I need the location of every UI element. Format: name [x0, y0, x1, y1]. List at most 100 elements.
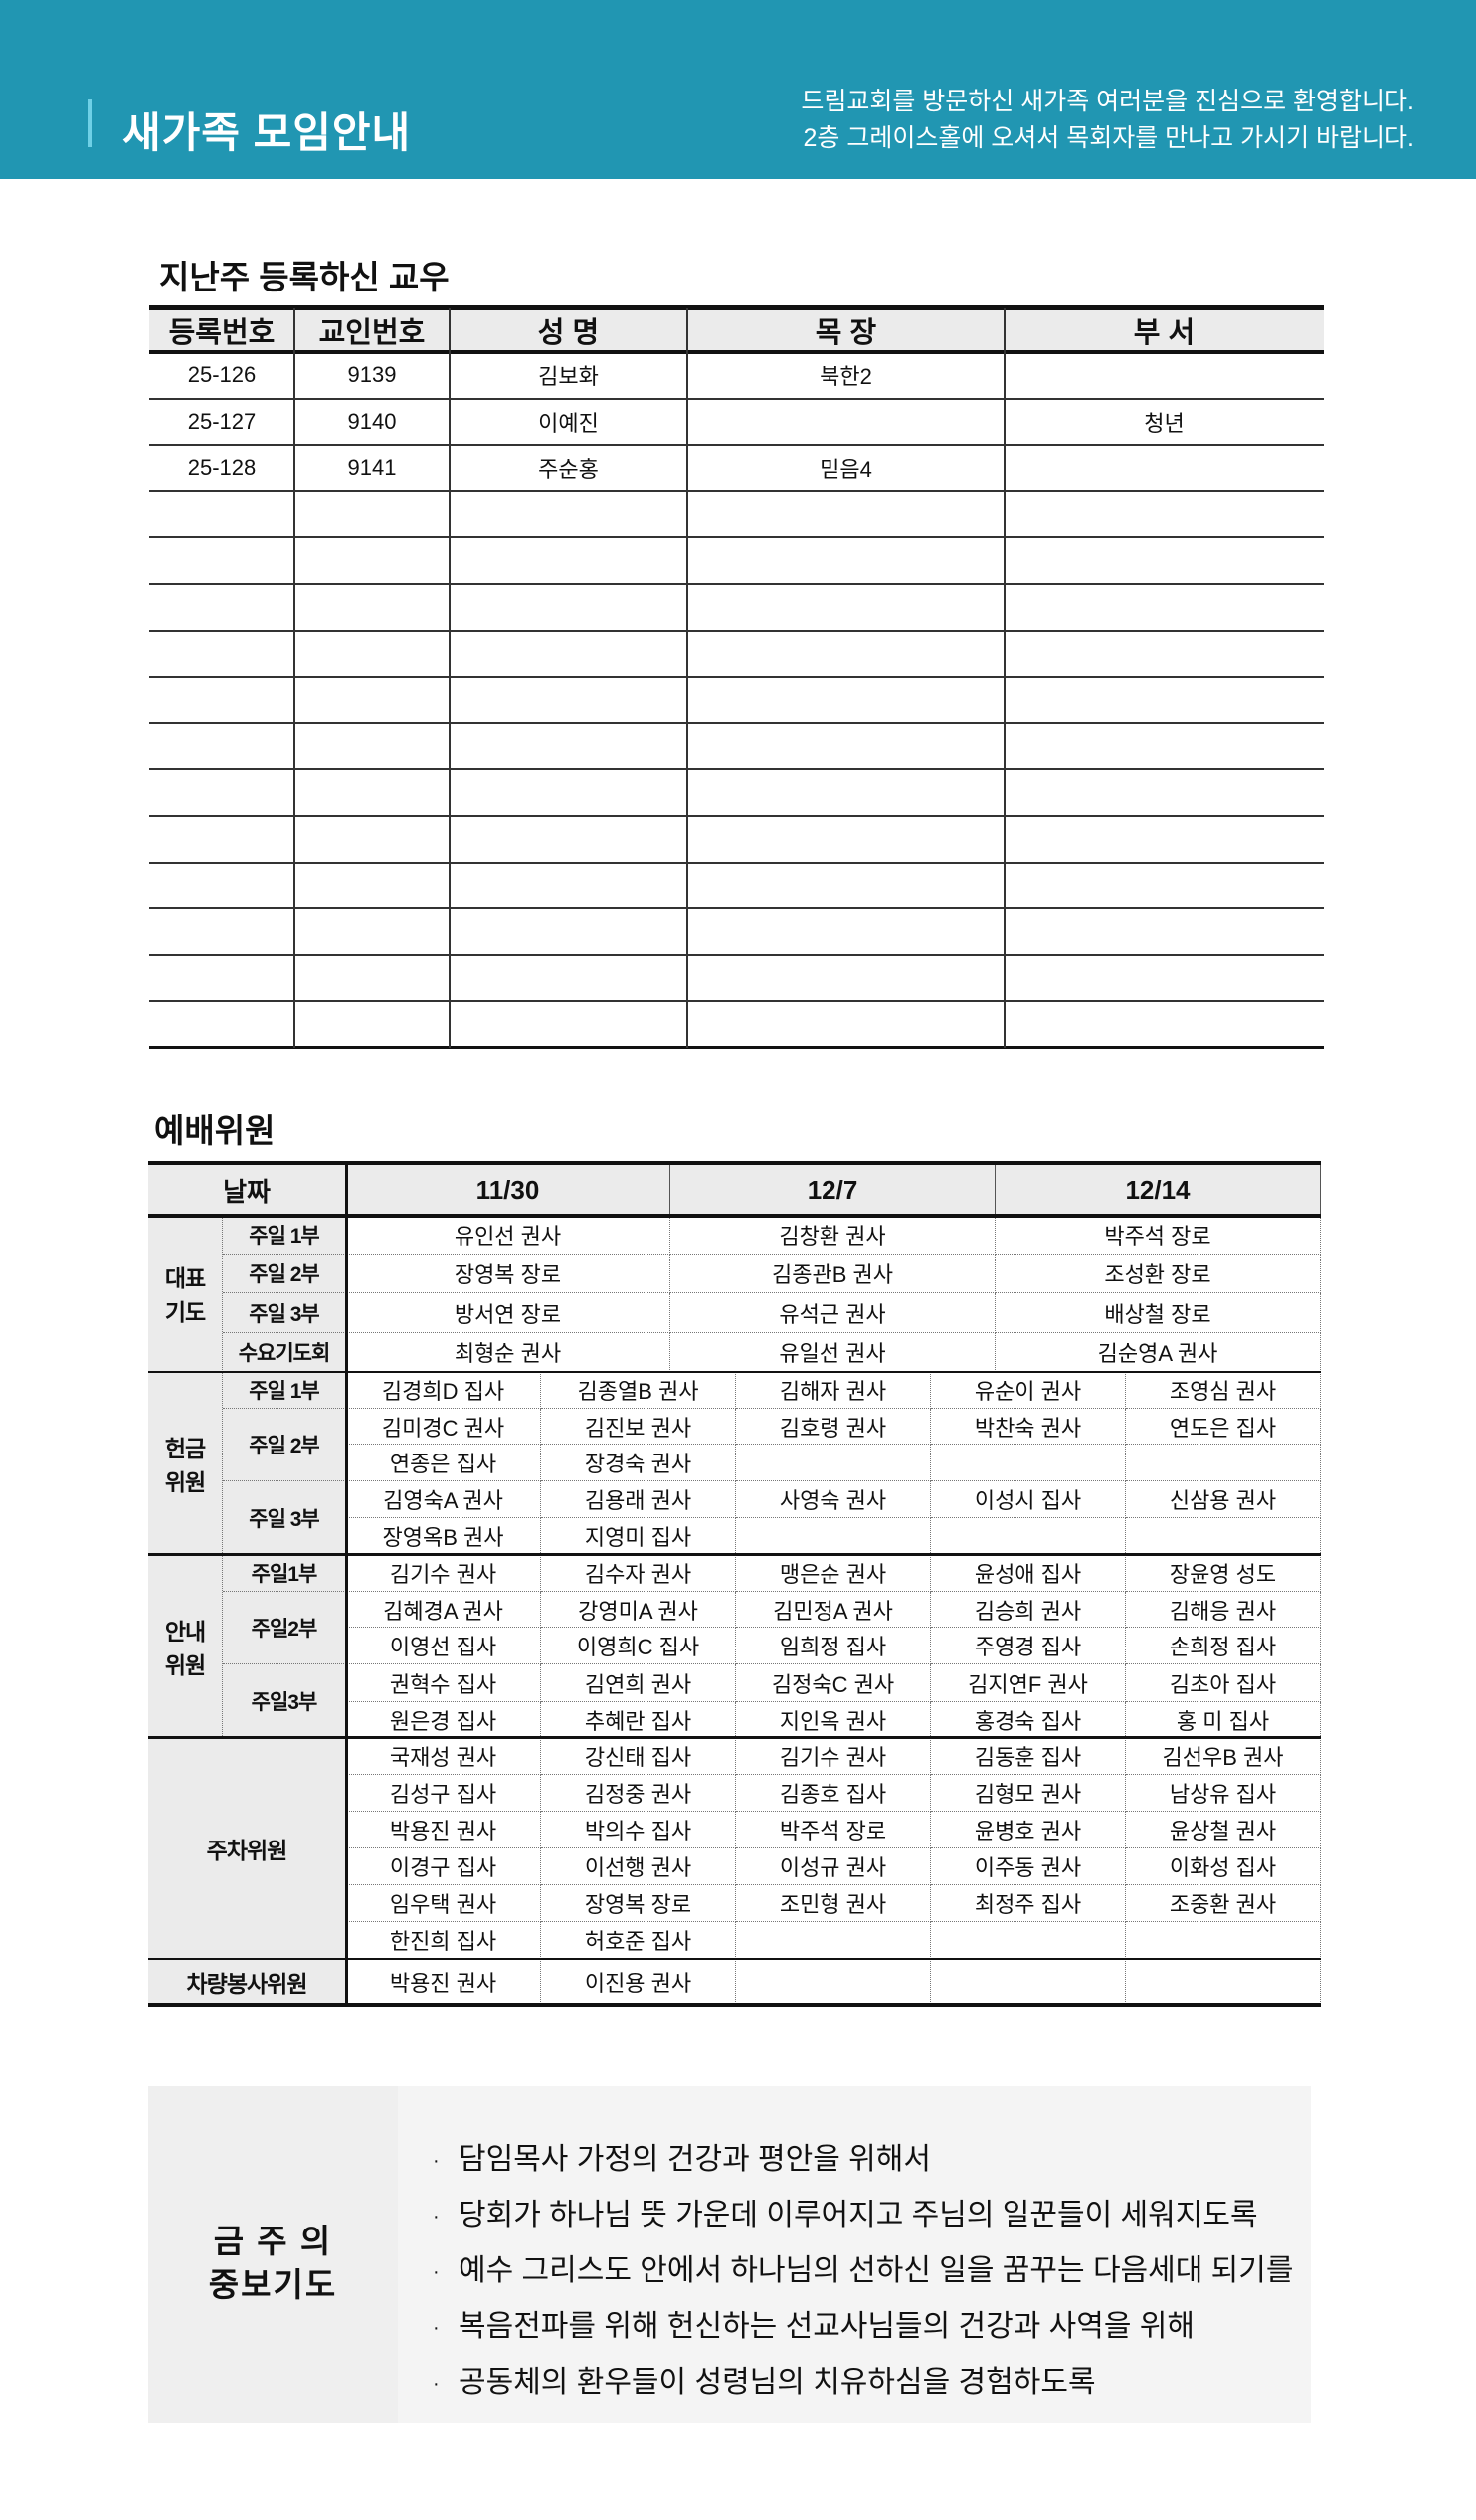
- name-cell: 김영숙A 권사: [346, 1481, 541, 1518]
- prayer-item: · 복음전파를 위해 헌신하는 선교사님들의 건강과 사역을 위해: [433, 2301, 1195, 2345]
- intercession-box: 금 주 의 중보기도 · 담임목사 가정의 건강과 평안을 위해서 · 당회가 하나님…: [148, 2086, 1311, 2423]
- table-cell: [1005, 863, 1324, 909]
- section-divider: [148, 1214, 1321, 1218]
- bullet-icon: ·: [433, 2316, 440, 2339]
- table-cell: [450, 723, 687, 770]
- prayer-item: · 공동체의 환우들이 성령님의 치유하심을 경험하도록: [433, 2357, 1096, 2401]
- bullet-icon: ·: [433, 2372, 440, 2395]
- name-cell: 강신태 집사: [541, 1738, 736, 1775]
- name-cell: 조중환 권사: [1126, 1885, 1321, 1922]
- name-cell: 허호준 집사: [541, 1922, 736, 1959]
- service-label: 주일 1부: [223, 1372, 346, 1409]
- name-cell: 김지연F 권사: [931, 1664, 1126, 1702]
- table-cell: [294, 1001, 450, 1048]
- bullet-icon: ·: [433, 2205, 440, 2228]
- name-cell: 김기수 권사: [736, 1738, 931, 1775]
- name-cell: 홍 미 집사: [1126, 1702, 1321, 1738]
- column-header: 성 명: [450, 308, 687, 352]
- date-label-header: 날짜: [148, 1164, 346, 1216]
- name-cell: 김초아 집사: [1126, 1664, 1321, 1702]
- name-cell: [736, 1959, 931, 2006]
- name-cell: 권혁수 집사: [346, 1664, 541, 1702]
- name-cell: 연도은 집사: [1126, 1409, 1321, 1445]
- name-cell: 사영숙 권사: [736, 1481, 931, 1518]
- name-cell: 연종은 집사: [346, 1445, 541, 1481]
- worship-title: 예배위원: [154, 1112, 276, 1149]
- name-cell: 장경숙 권사: [541, 1445, 736, 1481]
- intercession-label-panel: 금 주 의 중보기도: [148, 2086, 398, 2423]
- table-cell: [1005, 816, 1324, 863]
- name-cell: 김해자 권사: [736, 1372, 931, 1409]
- name-cell: [931, 1518, 1126, 1555]
- table-cell: [687, 863, 1005, 909]
- name-cell: 한진희 집사: [346, 1922, 541, 1959]
- table-cell: [294, 955, 450, 1002]
- table-cell: 25-127: [187, 408, 257, 434]
- bullet-icon: ·: [433, 2260, 440, 2283]
- prayer-item-text: 예수 그리스도 안에서 하나님의 선하신 일을 꿈꾸는 다음세대 되기를: [459, 2254, 1294, 2287]
- row-divider: [149, 861, 1324, 864]
- table-cell: 청년: [1144, 410, 1185, 436]
- name-cell: 방서연 장로: [346, 1293, 670, 1333]
- name-cell: 김기수 권사: [346, 1555, 541, 1592]
- name-cell: 김호령 권사: [736, 1409, 931, 1445]
- table-cell: [687, 677, 1005, 723]
- table-cell: [294, 584, 450, 631]
- name-cell: 김진보 권사: [541, 1409, 736, 1445]
- table-cell: [687, 584, 1005, 631]
- name-cell: 김경희D 집사: [346, 1372, 541, 1409]
- name-cell: 이성규 권사: [736, 1848, 931, 1885]
- table-cell: [687, 1001, 1005, 1048]
- name-cell: 박주석 장로: [736, 1812, 931, 1848]
- table-cell: [294, 537, 450, 584]
- name-cell: 김동훈 집사: [931, 1738, 1126, 1775]
- table-cell: [149, 769, 294, 816]
- table-cell: [1005, 537, 1324, 584]
- registrants-title: 지난주 등록하신 교우: [159, 259, 450, 295]
- name-cell: 윤병호 권사: [931, 1812, 1126, 1848]
- row-divider: [149, 536, 1324, 539]
- name-cell: 유인선 권사: [346, 1216, 670, 1255]
- section-divider: [148, 2003, 1321, 2007]
- row-divider: [149, 1000, 1324, 1003]
- name-cell: 이주동 권사: [931, 1848, 1126, 1885]
- table-cell: [1005, 908, 1324, 955]
- name-cell: 이선행 권사: [541, 1848, 736, 1885]
- table-cell: [294, 723, 450, 770]
- service-label: 주일 3부: [223, 1481, 346, 1555]
- table-cell: [294, 816, 450, 863]
- name-cell: 강영미A 권사: [541, 1592, 736, 1628]
- service-label: 주일 3부: [223, 1293, 346, 1333]
- prayer-item-text: 담임목사 가정의 건강과 평안을 위해서: [459, 2143, 931, 2176]
- name-cell: 지인옥 권사: [736, 1702, 931, 1738]
- section-divider: [148, 1371, 1321, 1373]
- row-divider: [149, 676, 1324, 678]
- table-cell: [1005, 1001, 1324, 1048]
- table-cell: [1005, 677, 1324, 723]
- name-cell: 유일선 권사: [670, 1333, 996, 1372]
- name-cell: 맹은순 권사: [736, 1555, 931, 1592]
- parking-label: 주차위원: [148, 1738, 346, 1959]
- table-cell: [149, 908, 294, 955]
- label-column-divider: [345, 1164, 348, 2006]
- prayer-group-label: 대표 기도: [148, 1216, 223, 1372]
- section-divider: [148, 1736, 1321, 1739]
- column-divider: [1004, 308, 1006, 1048]
- name-cell: 김선우B 권사: [1126, 1738, 1321, 1775]
- column-header: 등록번호: [149, 308, 294, 352]
- name-cell: 홍경숙 집사: [931, 1702, 1126, 1738]
- name-cell: 김수자 권사: [541, 1555, 736, 1592]
- name-cell: 김용래 권사: [541, 1481, 736, 1518]
- row-divider: [149, 953, 1324, 956]
- row-divider: [149, 815, 1324, 817]
- name-cell: 신삼용 권사: [1126, 1481, 1321, 1518]
- name-cell: 주영경 집사: [931, 1628, 1126, 1664]
- prayer-item-text: 당회가 하나님 뜻 가운데 이루어지고 주님의 일꾼들이 세워지도록: [459, 2199, 1258, 2231]
- table-cell: [149, 723, 294, 770]
- table-cell: [294, 677, 450, 723]
- name-cell: 김연희 권사: [541, 1664, 736, 1702]
- table-cell: [450, 537, 687, 584]
- intercession-title: 금 주 의 중보기도: [208, 2223, 338, 2303]
- name-cell: [1126, 1922, 1321, 1959]
- prayer-item: · 당회가 하나님 뜻 가운데 이루어지고 주님의 일꾼들이 세워지도록: [433, 2190, 1258, 2233]
